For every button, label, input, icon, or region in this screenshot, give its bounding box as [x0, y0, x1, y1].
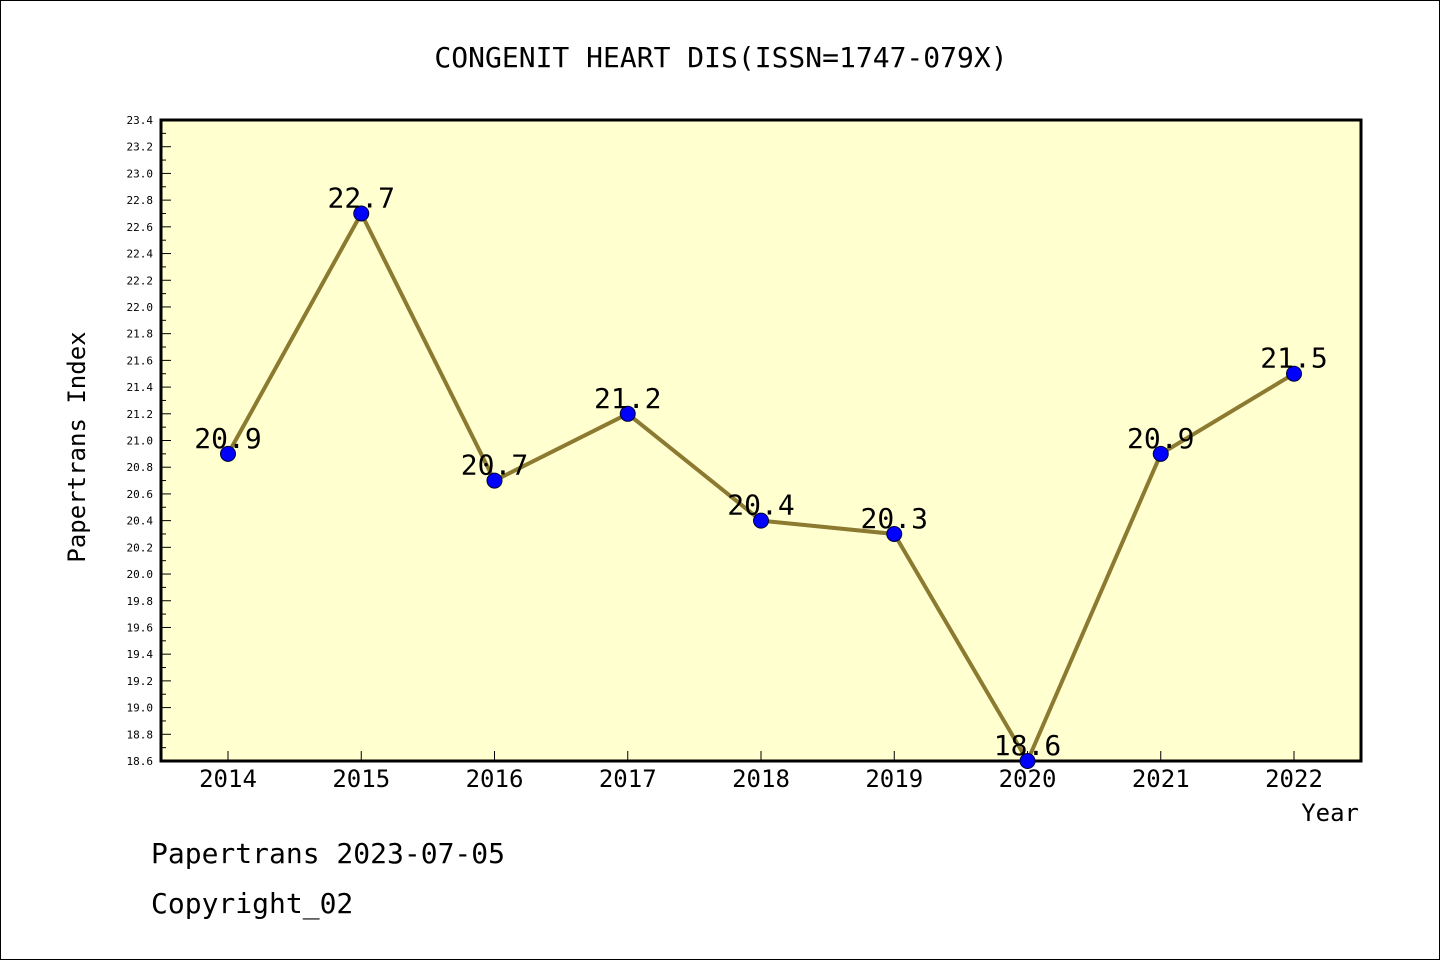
plot-area	[159, 118, 1363, 763]
y-tick-label: 21.6	[127, 354, 154, 367]
data-label: 18.6	[994, 729, 1061, 762]
data-point	[1152, 445, 1169, 462]
x-axis-label: Year	[1301, 799, 1359, 827]
data-point	[1019, 753, 1036, 769]
series-markers	[220, 205, 1302, 769]
data-label: 21.2	[594, 382, 661, 415]
y-tick-label: 23.0	[127, 167, 154, 180]
x-tick-label: 2015	[332, 765, 390, 793]
y-tick-label: 21.8	[127, 328, 154, 341]
y-tick-label: 21.0	[127, 435, 154, 448]
data-point	[886, 525, 903, 542]
data-label: 20.4	[727, 489, 794, 522]
footer-copyright: Copyright_02	[151, 887, 354, 920]
y-tick-label: 21.2	[127, 408, 154, 421]
y-tick-label: 19.2	[127, 675, 154, 688]
y-tick-label: 19.0	[127, 702, 154, 715]
chart-title: CONGENIT HEART DIS(ISSN=1747-079X)	[434, 41, 1007, 74]
data-label: 20.9	[194, 422, 261, 455]
y-tick-label: 20.8	[127, 461, 154, 474]
x-tick-label: 2020	[999, 765, 1057, 793]
data-labels: 20.9 22.7 20.7 21.2 20.4 20.3 18.6 20.9 21.5	[194, 181, 1327, 762]
data-label: 20.9	[1127, 422, 1194, 455]
data-label: 22.7	[328, 181, 395, 214]
y-tick-label: 21.4	[127, 381, 154, 394]
y-tick-label: 18.8	[127, 728, 154, 741]
y-axis-label: Papertrans Index	[63, 331, 91, 562]
y-axis-ticks: 18.6 18.8 19.0 19.2 19.4 19.6 19.8 20.0 20.2 20.4…	[127, 114, 171, 768]
y-tick-label: 19.6	[127, 621, 154, 634]
data-point	[353, 205, 370, 222]
x-tick-label: 2019	[865, 765, 923, 793]
y-tick-label: 20.0	[127, 568, 154, 581]
data-point	[1286, 365, 1302, 382]
y-tick-label: 23.4	[127, 114, 154, 127]
y-tick-label: 22.4	[127, 248, 154, 261]
y-tick-label: 22.8	[127, 194, 154, 207]
x-tick-label: 2021	[1132, 765, 1190, 793]
y-tick-label: 23.2	[127, 141, 154, 154]
x-tick-label: 2022	[1265, 765, 1323, 793]
y-tick-label: 20.4	[127, 515, 154, 528]
y-tick-label: 22.0	[127, 301, 154, 314]
y-tick-label: 22.2	[127, 274, 154, 287]
footer-date: Papertrans 2023-07-05	[151, 837, 506, 870]
x-axis-ticks: 2014 2015 2016 2017 2018 2019 2020 2021 2022	[199, 751, 1323, 793]
data-point	[486, 472, 503, 489]
data-label: 21.5	[1260, 342, 1327, 375]
data-point	[220, 445, 236, 462]
y-tick-label: 19.8	[127, 595, 154, 608]
x-tick-label: 2017	[599, 765, 657, 793]
x-tick-label: 2018	[732, 765, 790, 793]
y-tick-label: 20.2	[127, 541, 154, 554]
data-point	[753, 512, 769, 529]
y-tick-label: 20.6	[127, 488, 154, 501]
y-tick-label: 22.6	[127, 221, 154, 234]
data-label: 20.3	[861, 502, 928, 535]
y-tick-label: 19.4	[127, 648, 154, 661]
y-tick-label: 18.6	[127, 755, 154, 768]
x-tick-label: 2016	[466, 765, 524, 793]
x-tick-label: 2014	[199, 765, 257, 793]
data-point	[619, 405, 636, 422]
data-label: 20.7	[461, 449, 528, 482]
